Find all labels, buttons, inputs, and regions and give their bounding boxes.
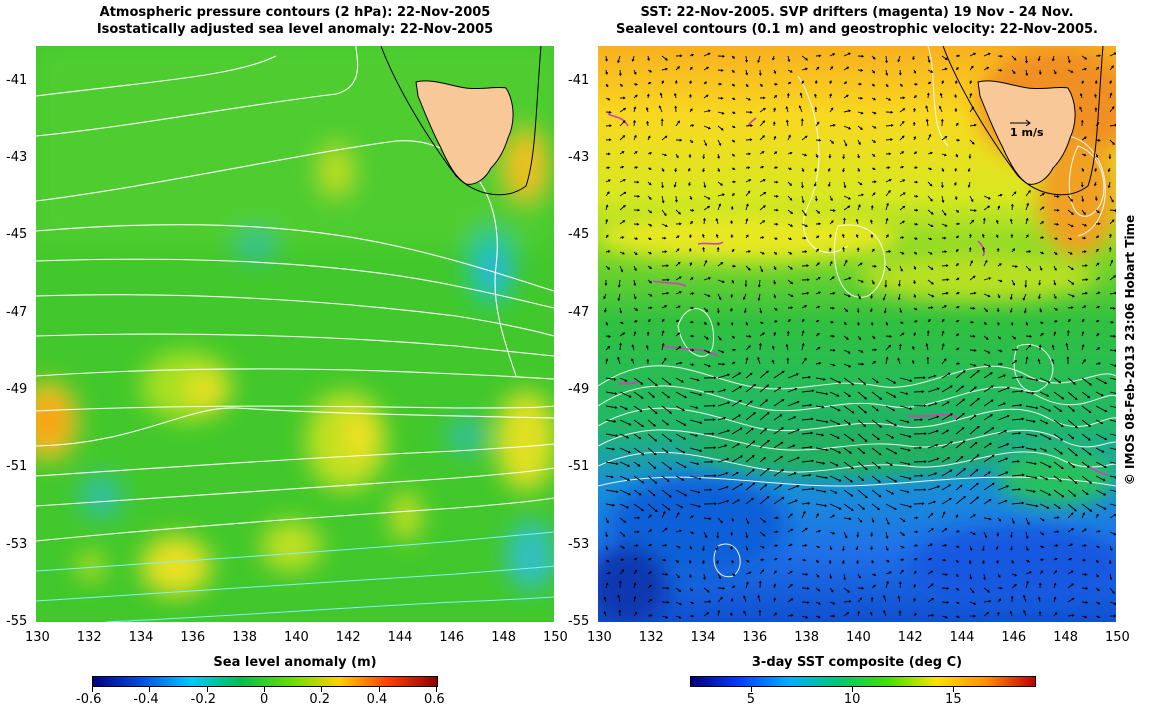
sst-map: 1 m/s xyxy=(598,46,1116,622)
sea-level-tick-label: 0 xyxy=(260,692,269,707)
left-lat-tick-label: -43 xyxy=(6,150,28,166)
pressure-contours xyxy=(36,46,554,542)
right-lat-tick-label: -49 xyxy=(568,382,590,398)
left-lon-tick-label: 148 xyxy=(491,630,517,645)
left-lon-tick-label: 142 xyxy=(335,630,361,645)
sea-level-tick-mark xyxy=(264,687,265,692)
sea-level-tick-mark xyxy=(321,687,323,692)
right-lat-tick-label: -53 xyxy=(568,536,590,552)
right-lon-tick-label: 150 xyxy=(1105,630,1130,645)
left-lon-tick-label: 140 xyxy=(284,630,309,645)
coastline-outline xyxy=(942,46,1104,196)
left-title-line1: Atmospheric pressure contours (2 hPa): 2… xyxy=(99,5,491,20)
left-lon-tick-label: 146 xyxy=(439,630,465,645)
sea-level-tick-mark xyxy=(378,687,380,692)
coastline-outline xyxy=(380,46,542,196)
right-lon-tick-label: 142 xyxy=(897,630,923,645)
right-lon-tick-label: 144 xyxy=(949,630,975,645)
left-lon-tick-label: 138 xyxy=(232,630,258,645)
sea-level-colorbar xyxy=(92,676,438,687)
sst-colorbar xyxy=(690,676,1036,687)
right-lon-tick-label: 134 xyxy=(690,630,716,645)
left-lon-tick-label: 150 xyxy=(543,630,568,645)
right-lat-tick-label: -43 xyxy=(568,150,590,166)
sea-level-tick-mark xyxy=(149,687,151,692)
sea-level-tick-mark xyxy=(436,687,437,692)
right-lon-tick-label: 138 xyxy=(794,630,820,645)
left-panel-title: Atmospheric pressure contours (2 hPa): 2… xyxy=(36,4,554,38)
sea-level-tick-label: 0.4 xyxy=(366,692,388,707)
sealevel-contours xyxy=(598,46,1116,578)
sea-level-tick-label: -0.6 xyxy=(76,692,102,707)
right-lat-tick-label: -55 xyxy=(568,614,590,629)
sst-tick-mark xyxy=(851,687,853,692)
left-lat-tick-label: -53 xyxy=(6,536,28,552)
right-lon-tick-label: 140 xyxy=(846,630,871,645)
right-lat-tick-label: -45 xyxy=(568,227,590,243)
left-lon-tick-label: 132 xyxy=(76,630,102,645)
left-lon-tick-label: 130 xyxy=(25,630,50,645)
left-lon-tick-label: 134 xyxy=(128,630,154,645)
geostrophic-velocity-vectors xyxy=(603,52,1116,619)
sst-tick-label: 15 xyxy=(945,692,962,707)
left-colorbar-title: Sea level anomaly (m) xyxy=(213,655,377,670)
tasmania-landmass xyxy=(415,80,514,185)
scale-vector xyxy=(1010,119,1031,127)
sst-tick-mark xyxy=(750,687,752,692)
right-lon-tick-label: 136 xyxy=(742,630,768,645)
left-lat-tick-label: -41 xyxy=(6,72,28,88)
left-lat-tick-label: -49 xyxy=(6,382,28,398)
sea-level-tick-label: 0.6 xyxy=(424,692,445,707)
right-lon-tick-label: 146 xyxy=(1001,630,1027,645)
sea-level-tick-mark xyxy=(92,687,93,692)
sst-tick-mark xyxy=(953,687,955,692)
right-colorbar-title: 3-day SST composite (deg C) xyxy=(751,655,963,670)
scale-vector-label: 1 m/s xyxy=(1010,126,1044,139)
sea-level-tick-label: -0.2 xyxy=(190,692,217,707)
sea-level-tick-mark xyxy=(206,687,208,692)
sst-tick-label: 5 xyxy=(746,692,755,707)
sea-level-anomaly-map xyxy=(36,46,554,622)
right-title-line1: SST: 22-Nov-2005. SVP drifters (magenta)… xyxy=(640,5,1074,20)
left-lon-tick-label: 136 xyxy=(180,630,206,645)
right-lat-tick-label: -41 xyxy=(568,72,590,88)
right-lon-tick-label: 130 xyxy=(587,630,612,645)
left-lon-tick-label: 144 xyxy=(387,630,413,645)
right-lat-tick-label: -51 xyxy=(568,459,590,475)
left-lat-tick-label: -45 xyxy=(6,227,28,243)
left-lat-tick-label: -47 xyxy=(6,304,28,320)
right-lat-tick-label: -47 xyxy=(568,304,590,320)
right-panel-title: SST: 22-Nov-2005. SVP drifters (magenta)… xyxy=(598,4,1116,38)
sea-level-tick-label: -0.4 xyxy=(133,692,159,707)
right-lon-tick-label: 148 xyxy=(1053,630,1079,645)
imos-credit: © IMOS 08-Feb-2013 23:06 Hobart Time xyxy=(1123,214,1137,486)
right-title-line2: Sealevel contours (0.1 m) and geostrophi… xyxy=(616,22,1098,37)
right-lon-tick-label: 132 xyxy=(638,630,664,645)
left-lat-tick-label: -55 xyxy=(6,614,28,629)
tasmania-landmass xyxy=(977,80,1076,185)
left-title-line2: Isostatically adjusted sea level anomaly… xyxy=(96,22,494,37)
left-lat-tick-label: -51 xyxy=(6,459,28,475)
low-pressure-contours xyxy=(36,531,554,622)
sea-level-tick-label: 0.2 xyxy=(309,692,331,707)
sst-tick-label: 10 xyxy=(843,692,861,707)
